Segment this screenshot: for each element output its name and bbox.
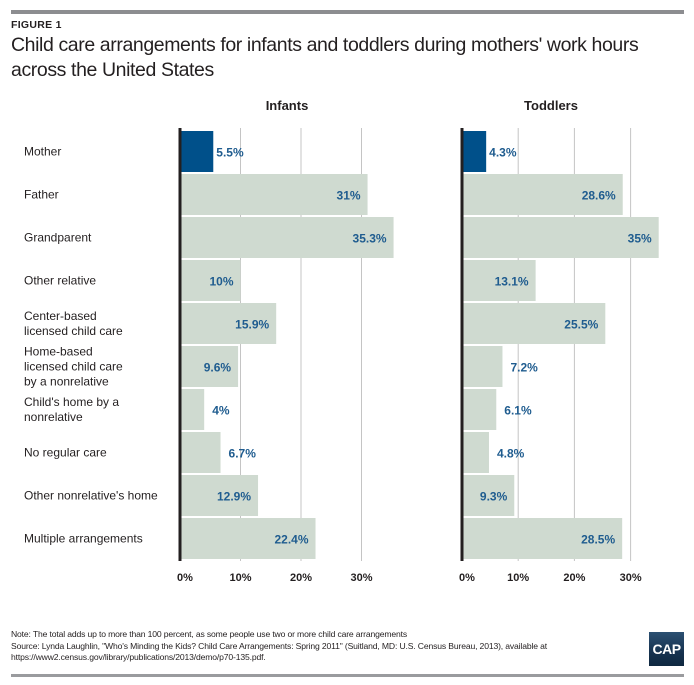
x-tick-label: 10%: [507, 572, 529, 584]
category-label: Grandparent: [24, 231, 92, 245]
bar: [462, 131, 487, 172]
category-label-line: Mother: [24, 145, 61, 159]
category-label: Multiple arrangements: [24, 532, 143, 546]
category-label: Mother: [24, 145, 61, 159]
x-tick-label: 20%: [563, 572, 585, 584]
source-text: Source: Lynda Laughlin, "Who's Minding t…: [11, 640, 547, 651]
chart-title: Child care arrangements for infants and …: [11, 34, 639, 81]
bar: [180, 475, 259, 516]
category-label-line: No regular care: [24, 446, 107, 460]
value-label: 35.3%: [353, 232, 387, 246]
category-label-line: nonrelative: [24, 410, 83, 424]
category-label: Child's home by a nonrelative: [24, 395, 119, 424]
x-tick-label: 30%: [620, 572, 642, 584]
bar: [462, 432, 489, 473]
bar: [180, 346, 239, 387]
figure-label: FIGURE 1: [11, 19, 62, 31]
category-labels: Mother Father Grandparent Other relative Cen…: [24, 145, 158, 546]
value-label: 6.7%: [229, 447, 257, 461]
value-label: 4.8%: [497, 447, 525, 461]
value-label: 15.9%: [235, 318, 269, 332]
cap-logo: CAP: [649, 632, 684, 666]
panel-title: Infants: [266, 98, 309, 113]
value-label: 25.5%: [564, 318, 598, 332]
category-label: Other nonrelative's home: [24, 489, 158, 503]
category-label-line: Grandparent: [24, 231, 92, 245]
panel-title: Toddlers: [524, 98, 578, 113]
bar: [180, 131, 214, 172]
category-label: Home-based licensed child care by a nonrel…: [24, 345, 123, 389]
category-label-line: Father: [24, 188, 59, 202]
category-label-line: Other relative: [24, 274, 96, 288]
top-rule: [11, 10, 684, 14]
bar: [180, 432, 221, 473]
value-label: 5.5%: [216, 146, 244, 160]
x-tick-label: 30%: [350, 572, 372, 584]
category-label-line: Center-based: [24, 309, 97, 323]
bar: [462, 389, 497, 430]
value-label: 6.1%: [504, 404, 532, 418]
category-label-line: licensed child care: [24, 324, 123, 338]
bar: [180, 518, 316, 559]
category-label-line: by a nonrelative: [24, 375, 109, 389]
value-label: 35%: [628, 232, 652, 246]
panel-infants: Infants 0% 10% 20% 30% 5.5% 31% 35.3% 10% 15.9% 9.…: [177, 98, 394, 584]
category-label-line: Other nonrelative's home: [24, 489, 158, 503]
value-label: 31%: [337, 189, 361, 203]
value-label: 28.6%: [582, 189, 616, 203]
value-label: 12.9%: [217, 490, 251, 504]
bar: [462, 260, 536, 301]
category-label: Father: [24, 188, 59, 202]
value-label: 7.2%: [510, 361, 538, 375]
bar: [180, 260, 241, 301]
bar: [462, 303, 606, 344]
bar: [462, 346, 503, 387]
bar: [180, 174, 368, 215]
x-tick-label: 20%: [290, 572, 312, 584]
x-tick-label: 10%: [229, 572, 251, 584]
x-tick-label: 0%: [177, 572, 193, 584]
value-label: 4.3%: [489, 146, 517, 160]
category-label: Center-based licensed child care: [24, 309, 123, 338]
x-tick-label: 0%: [459, 572, 475, 584]
category-label: No regular care: [24, 446, 107, 460]
footnote: Note: The total adds up to more than 100…: [11, 629, 621, 664]
source-url: https://www2.census.gov/library/publicat…: [11, 652, 266, 662]
category-label-line: Child's home by a: [24, 395, 119, 409]
value-label: 13.1%: [495, 275, 529, 289]
category-label-line: Home-based: [24, 345, 93, 359]
note-text: Note: The total adds up to more than 100…: [11, 629, 408, 639]
panel-toddlers: Toddlers 0% 10% 20% 30% 4.3% 28.6% 35% 13.1% 25.5…: [459, 98, 659, 584]
value-label: 9.3%: [480, 490, 508, 504]
value-label: 28.5%: [581, 533, 615, 547]
bar: [462, 518, 623, 559]
bar: [180, 303, 277, 344]
value-label: 9.6%: [204, 361, 232, 375]
bar: [462, 217, 659, 258]
value-label: 22.4%: [274, 533, 308, 547]
bar: [180, 389, 205, 430]
value-label: 4%: [212, 404, 230, 418]
bar: [180, 217, 394, 258]
category-label: Other relative: [24, 274, 96, 288]
category-label-line: Multiple arrangements: [24, 532, 143, 546]
value-label: 10%: [209, 275, 233, 289]
bar: [462, 174, 623, 215]
bottom-rule: [11, 674, 684, 677]
category-label-line: licensed child care: [24, 360, 123, 374]
bar: [462, 475, 515, 516]
